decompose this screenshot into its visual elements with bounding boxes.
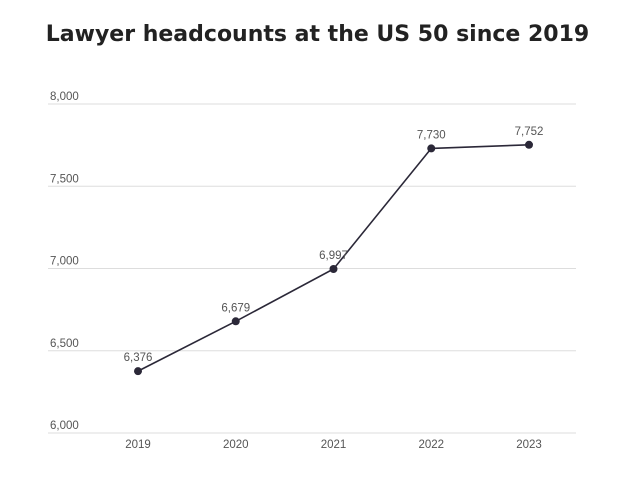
y-tick-label: 8,000	[50, 91, 79, 103]
data-label: 7,752	[515, 126, 544, 138]
y-axis-ticks: 6,000 6,500 7,000 7,500 8,000	[50, 91, 79, 432]
data-label: 6,679	[221, 302, 250, 314]
data-point[interactable]	[134, 367, 142, 376]
x-axis-ticks: 2019 2020 2021 2022 2023	[125, 439, 542, 451]
data-label: 6,997	[319, 250, 348, 262]
data-point[interactable]	[231, 317, 240, 326]
y-tick-label: 6,500	[50, 338, 79, 350]
chart-title: Lawyer headcounts at the US 50 since 201…	[45, 22, 590, 47]
gridlines	[48, 103, 576, 434]
data-point[interactable]	[427, 144, 436, 153]
y-tick-label: 7,500	[50, 173, 79, 185]
x-tick-label: 2023	[516, 439, 542, 451]
data-label: 6,376	[124, 352, 153, 364]
data-label: 7,730	[417, 129, 446, 141]
x-tick-label: 2021	[321, 439, 347, 451]
x-tick-label: 2019	[125, 439, 151, 451]
y-tick-label: 6,000	[50, 420, 79, 432]
y-tick-label: 7,000	[50, 256, 79, 268]
x-tick-label: 2022	[418, 439, 444, 451]
data-point[interactable]	[329, 264, 338, 273]
data-points	[134, 140, 533, 376]
data-point[interactable]	[525, 140, 533, 149]
data-labels: 6,376 6,679 6,997 7,730 7,752	[124, 126, 544, 364]
x-tick-label: 2020	[223, 439, 249, 451]
